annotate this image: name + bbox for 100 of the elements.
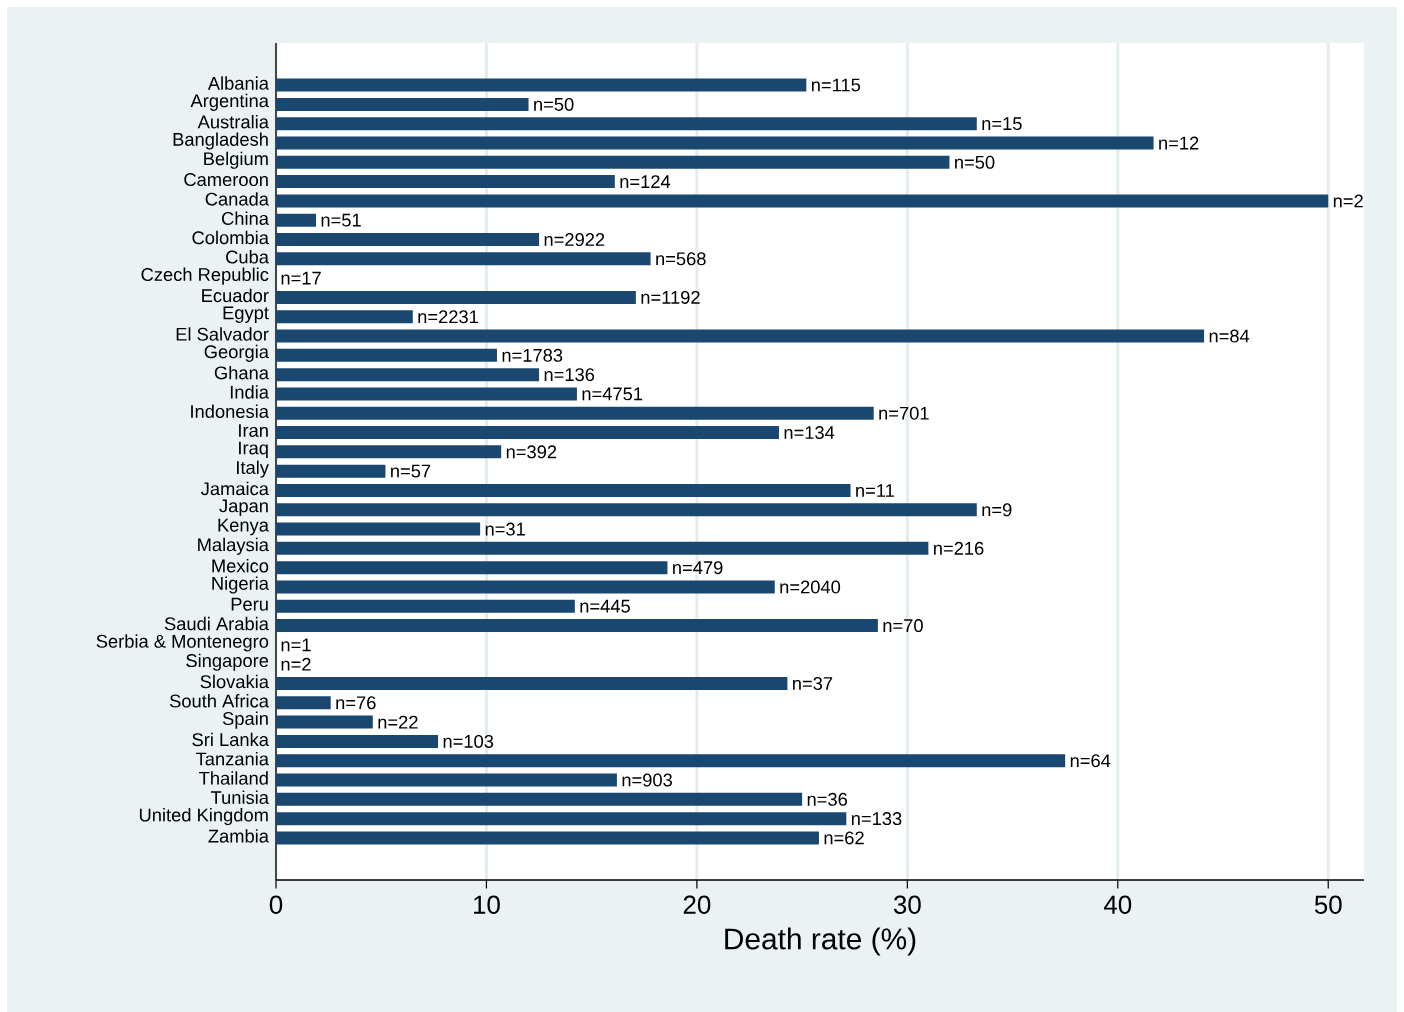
x-tick-label: 30 bbox=[893, 895, 921, 914]
bar bbox=[276, 734, 439, 748]
annotation: n=103 bbox=[443, 734, 494, 748]
bar bbox=[276, 580, 775, 594]
annotation: n=701 bbox=[879, 406, 929, 420]
y-tick-label: Zambia bbox=[208, 829, 269, 843]
annotation: n=84 bbox=[1209, 329, 1250, 343]
y-tick-label: China bbox=[222, 211, 269, 225]
annotation: n=31 bbox=[485, 522, 525, 536]
bar bbox=[276, 97, 529, 111]
annotation: n=136 bbox=[544, 368, 595, 382]
y-tick-label: Albania bbox=[207, 76, 269, 90]
y-tick-label: Egypt bbox=[223, 306, 269, 323]
y-tick-label: Jamaica bbox=[200, 481, 269, 496]
bar bbox=[276, 78, 807, 92]
bar bbox=[276, 252, 651, 266]
x-axis-title: Death rate (%) bbox=[725, 927, 916, 956]
y-tick-label: Mexico bbox=[212, 558, 269, 573]
annotation: n=2 bbox=[1333, 194, 1363, 208]
y-tick-label: El Salvador bbox=[176, 327, 269, 341]
bar bbox=[276, 619, 878, 633]
bar bbox=[276, 175, 615, 189]
annotation: n=4751 bbox=[582, 387, 643, 401]
bar bbox=[276, 329, 1205, 343]
annotation: n=50 bbox=[534, 97, 574, 111]
bar bbox=[276, 831, 819, 845]
bar bbox=[276, 136, 1154, 150]
y-tick-label: Singapore bbox=[186, 653, 269, 671]
bar bbox=[276, 348, 497, 362]
annotation: n=64 bbox=[1070, 754, 1111, 768]
y-tick-label: India bbox=[230, 385, 269, 399]
annotation: n=37 bbox=[793, 677, 833, 690]
x-tick-label: 10 bbox=[474, 895, 500, 914]
annotation: n=11 bbox=[856, 484, 894, 497]
bar bbox=[276, 464, 386, 478]
y-tick-label: Czech Republic bbox=[141, 267, 269, 285]
annotation: n=903 bbox=[622, 773, 673, 787]
y-tick-label: Cameroon bbox=[184, 173, 268, 187]
y-tick-label: Slovakia bbox=[200, 674, 269, 689]
y-tick-label: Georgia bbox=[204, 344, 269, 362]
annotation: n=62 bbox=[824, 831, 864, 845]
bar bbox=[276, 368, 540, 382]
annotation: n=133 bbox=[851, 812, 902, 826]
y-tick-label: Italy bbox=[237, 460, 269, 478]
bar bbox=[276, 754, 1066, 768]
annotation: n=124 bbox=[620, 175, 671, 188]
y-tick-label: Indonesia bbox=[191, 404, 269, 418]
y-tick-label: Canada bbox=[205, 192, 269, 206]
x-tick-label: 20 bbox=[683, 895, 711, 914]
y-tick-label: United Kingdom bbox=[139, 808, 268, 826]
annotation: n=15 bbox=[982, 117, 1022, 131]
y-tick-label: Iraq bbox=[239, 441, 268, 459]
y-tick-label: Japan bbox=[219, 499, 268, 516]
annotation: n=115 bbox=[811, 78, 861, 92]
bar bbox=[276, 445, 502, 459]
y-tick-label: Argentina bbox=[190, 93, 269, 111]
y-tick-label: Cuba bbox=[226, 250, 269, 264]
annotation: n=392 bbox=[506, 445, 557, 459]
annotation: n=17 bbox=[281, 271, 321, 285]
y-tick-label: Malaysia bbox=[198, 537, 269, 555]
y-tick-label: Australia bbox=[197, 114, 269, 129]
annotation: n=57 bbox=[391, 464, 431, 478]
y-tick-label: South Africa bbox=[169, 694, 269, 708]
annotation: n=1 bbox=[281, 638, 311, 652]
annotation: n=134 bbox=[784, 426, 835, 440]
bar bbox=[276, 426, 779, 440]
annotation: n=479 bbox=[673, 561, 723, 575]
y-tick-label: Kenya bbox=[218, 518, 269, 536]
bar bbox=[276, 503, 977, 517]
annotation: n=445 bbox=[580, 599, 630, 613]
annotation: n=1192 bbox=[641, 290, 700, 304]
bar bbox=[276, 522, 481, 536]
y-tick-label: Tunisia bbox=[210, 790, 269, 805]
y-tick-label: Tanzania bbox=[195, 751, 269, 766]
y-tick-label: Spain bbox=[222, 711, 268, 729]
x-tick-label: 40 bbox=[1103, 895, 1132, 914]
bar bbox=[276, 812, 847, 826]
bar bbox=[276, 483, 851, 497]
bar bbox=[276, 155, 950, 169]
annotation: n=2 bbox=[281, 657, 311, 671]
annotation: n=2040 bbox=[780, 580, 841, 594]
bar bbox=[276, 677, 788, 690]
y-tick-label: Ecuador bbox=[202, 288, 269, 303]
y-tick-label: Ghana bbox=[214, 365, 269, 380]
bar bbox=[276, 715, 373, 729]
bar bbox=[276, 696, 331, 710]
bar bbox=[276, 194, 1329, 208]
y-tick-label: Bangladesh bbox=[173, 132, 268, 150]
y-tick-label: Colombia bbox=[192, 230, 269, 245]
bar bbox=[276, 541, 929, 555]
annotation: n=51 bbox=[321, 213, 361, 227]
bar bbox=[276, 290, 636, 304]
bar bbox=[276, 599, 575, 613]
y-tick-label: Sri Lanka bbox=[192, 732, 269, 747]
annotation: n=2922 bbox=[544, 233, 605, 247]
annotation: n=22 bbox=[378, 715, 418, 729]
annotation: n=2231 bbox=[418, 310, 478, 324]
annotation: n=36 bbox=[807, 792, 848, 806]
y-tick-label: Serbia & Montenegro bbox=[96, 634, 269, 652]
y-tick-label: Peru bbox=[231, 597, 268, 611]
